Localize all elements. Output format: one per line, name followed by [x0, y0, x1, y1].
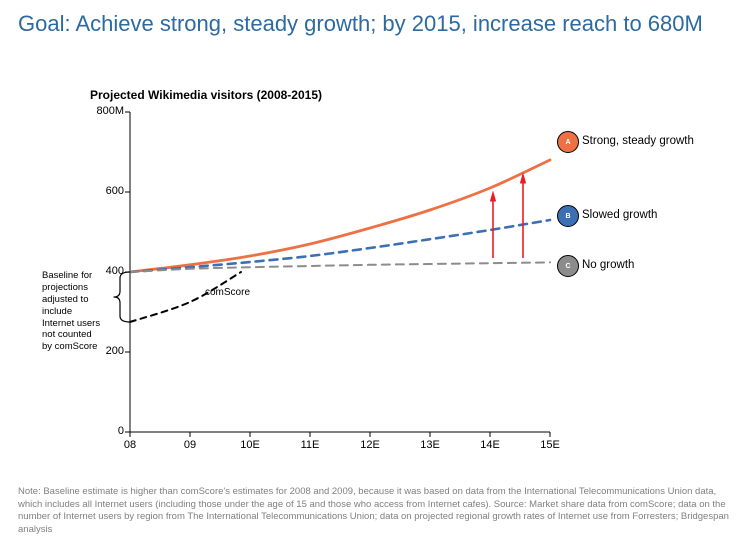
- label-strong: Strong, steady growth: [582, 135, 694, 147]
- label-nogrowth: No growth: [582, 259, 634, 271]
- x-tick-label: 15E: [535, 439, 565, 451]
- marker-slowed: B: [557, 205, 579, 227]
- x-tick-label: 08: [115, 439, 145, 451]
- x-tick-label: 09: [175, 439, 205, 451]
- marker-strong: A: [557, 131, 579, 153]
- label-slowed: Slowed growth: [582, 209, 657, 221]
- y-tick-label: 800M: [84, 105, 124, 117]
- x-tick-label: 10E: [235, 439, 265, 451]
- x-tick-label: 11E: [295, 439, 325, 451]
- page-title: Goal: Achieve strong, steady growth; by …: [18, 10, 732, 38]
- marker-nogrowth: C: [557, 255, 579, 277]
- baseline-note: Baseline for projections adjusted to inc…: [42, 270, 108, 353]
- x-tick-label: 12E: [355, 439, 385, 451]
- x-tick-label: 14E: [475, 439, 505, 451]
- y-tick-label: 0: [84, 425, 124, 437]
- projection-chart: 0200400600800M080910E11E12E13E14E15EcomS…: [130, 112, 550, 432]
- chart-subtitle: Projected Wikimedia visitors (2008-2015): [90, 88, 322, 102]
- y-tick-label: 600: [84, 185, 124, 197]
- series-strong: [130, 160, 550, 272]
- comscore-label: comScore: [205, 287, 250, 298]
- baseline-brace: [114, 272, 130, 322]
- x-tick-label: 13E: [415, 439, 445, 451]
- footer-note: Note: Baseline estimate is higher than c…: [18, 486, 732, 537]
